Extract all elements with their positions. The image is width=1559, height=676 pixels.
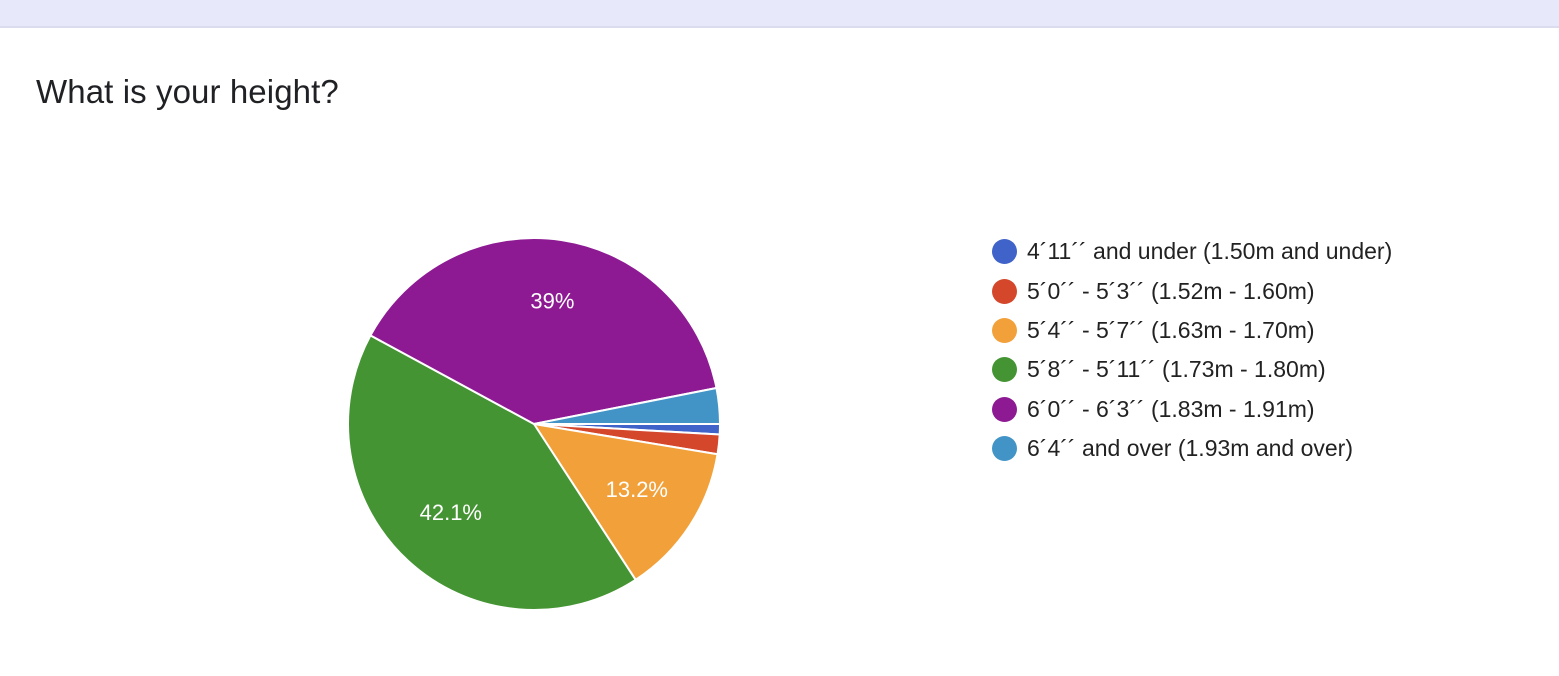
- top-band: [0, 0, 1559, 28]
- legend-item[interactable]: 5´4´´ - 5´7´´ (1.63m - 1.70m): [992, 311, 1392, 350]
- pie-slice[interactable]: [347, 334, 637, 611]
- legend-swatch-icon: [992, 396, 1017, 422]
- legend-item[interactable]: 4´11´´ and under (1.50m and under): [992, 232, 1392, 271]
- legend-swatch-icon: [992, 278, 1017, 304]
- legend-label: 6´0´´ - 6´3´´ (1.83m - 1.91m): [1027, 395, 1315, 422]
- legend-label: 5´4´´ - 5´7´´ (1.63m - 1.70m): [1027, 316, 1315, 343]
- chart-legend: 4´11´´ and under (1.50m and under) 5´0´´ …: [992, 232, 1392, 468]
- pie-slice[interactable]: [533, 423, 719, 581]
- legend-item[interactable]: 6´0´´ - 6´3´´ (1.83m - 1.91m): [992, 390, 1392, 429]
- legend-label: 6´4´´ and over (1.93m and over): [1027, 435, 1353, 462]
- legend-item[interactable]: 6´4´´ and over (1.93m and over): [992, 429, 1392, 468]
- legend-swatch-icon: [992, 357, 1017, 383]
- pie-slice-label: 42.1%: [420, 500, 482, 525]
- legend-swatch-icon: [992, 436, 1017, 462]
- legend-item[interactable]: 5´0´´ - 5´3´´ (1.52m - 1.60m): [992, 271, 1392, 310]
- legend-label: 5´8´´ - 5´11´´ (1.73m - 1.80m): [1027, 356, 1326, 383]
- pie-labels: 13.2% 42.1% 39%: [420, 288, 668, 525]
- pie-slice[interactable]: [533, 387, 721, 425]
- legend-swatch-icon: [992, 239, 1017, 265]
- legend-swatch-icon: [992, 317, 1017, 343]
- legend-label: 4´11´´ and under (1.50m and under): [1027, 238, 1393, 265]
- pie-slice-label: 13.2%: [606, 477, 668, 502]
- question-title: What is your height?: [36, 73, 339, 110]
- legend-label: 5´0´´ - 5´3´´ (1.52m - 1.60m): [1027, 277, 1315, 304]
- legend-item[interactable]: 5´8´´ - 5´11´´ (1.73m - 1.80m): [992, 350, 1392, 389]
- pie-slice-label: 39%: [530, 288, 574, 313]
- pie-slice[interactable]: [369, 237, 718, 425]
- pie-slices: [347, 237, 721, 611]
